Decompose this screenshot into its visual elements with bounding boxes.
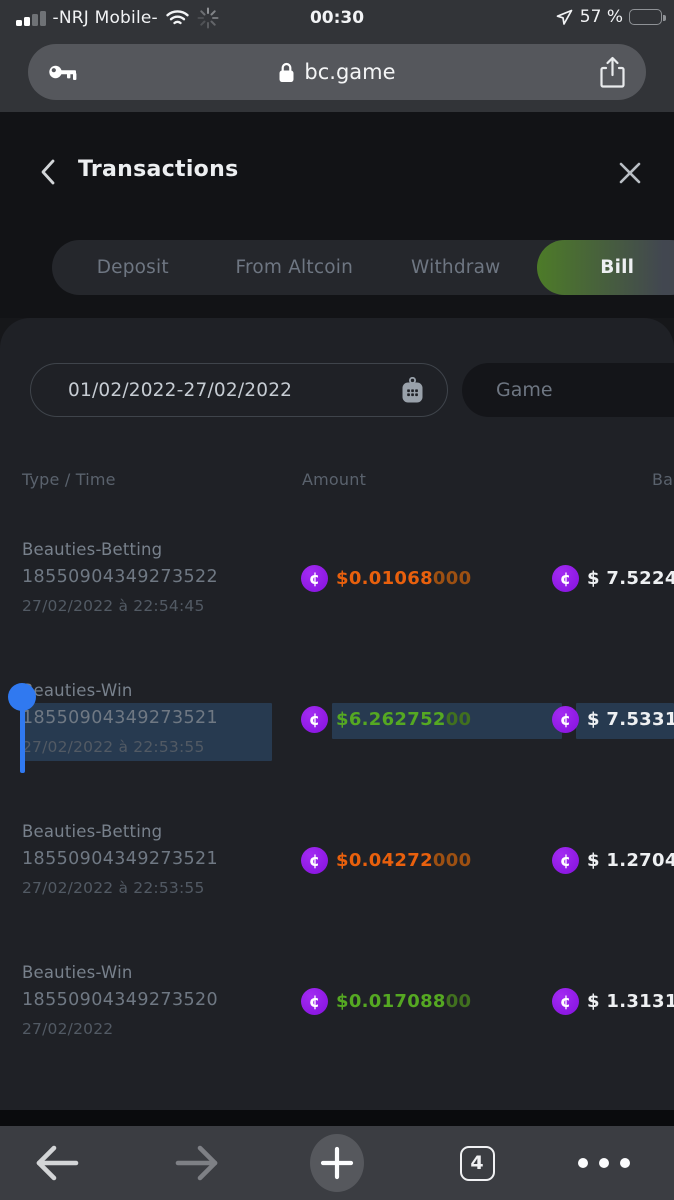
amount-value: $0.04272	[336, 849, 433, 871]
browser-toolbar: 4	[0, 1126, 674, 1200]
row-balance-cell: ¢ $ 7.5224	[552, 563, 674, 593]
row-amount-cell: ¢ $0.01068000	[301, 563, 471, 593]
transaction-tabs: Deposit From Altcoin Withdraw Bill	[52, 240, 674, 295]
tab-withdraw[interactable]: Withdraw	[411, 257, 501, 278]
selection-handle[interactable]	[8, 683, 38, 779]
text-selection-highlight	[332, 703, 562, 739]
row-datetime: 27/02/2022 à 22:53:55	[22, 738, 205, 756]
battery-icon	[629, 9, 666, 25]
ellipsis-icon	[578, 1158, 630, 1168]
row-id: 18550904349273522	[22, 567, 219, 587]
transaction-list: Beauties-Betting 18550904349273522 27/02…	[0, 536, 674, 1100]
wifi-icon	[165, 8, 190, 28]
browser-top-chrome: -NRJ Mobile- 00:30	[0, 0, 674, 112]
back-chevron-icon[interactable]	[30, 152, 66, 192]
text-selection-highlight	[576, 703, 674, 739]
row-amount-cell: ¢ $6.26275200	[301, 704, 471, 734]
row-amount-cell: ¢ $0.04272000	[301, 845, 471, 875]
plus-icon	[310, 1134, 364, 1192]
balance-value: $ 7.5331	[587, 708, 674, 730]
status-bar: -NRJ Mobile- 00:30	[0, 0, 674, 38]
bcd-coin-icon: ¢	[301, 705, 328, 733]
share-icon[interactable]	[592, 53, 632, 91]
row-datetime: 27/02/2022 à 22:54:45	[22, 597, 205, 615]
page-title: Transactions	[78, 157, 239, 182]
row-id: 18550904349273521	[22, 849, 219, 869]
column-header-amount: Amount	[302, 470, 367, 489]
tab-count: 4	[459, 1145, 495, 1181]
column-header-type-time: Type / Time	[22, 470, 116, 489]
bcd-coin-icon: ¢	[301, 987, 328, 1015]
bcd-coin-icon: ¢	[552, 705, 579, 733]
location-arrow-icon	[556, 8, 574, 26]
amount-value: $6.262752	[336, 708, 446, 730]
row-balance-cell: ¢ $ 1.3131	[552, 986, 674, 1016]
balance-value: $ 1.2704	[587, 849, 674, 871]
column-header-balance: Balance	[652, 470, 674, 489]
date-range-value: 01/02/2022-27/02/2022	[68, 379, 293, 401]
bill-panel: 01/02/2022-27/02/2022 Game Type / Time A…	[0, 318, 674, 1200]
bcd-coin-icon: ¢	[552, 846, 579, 874]
more-options-button[interactable]	[564, 1126, 644, 1200]
ssl-lock-icon	[278, 62, 295, 83]
row-type: Beauties-Betting	[22, 822, 163, 841]
battery-percent-label: 57 %	[579, 7, 623, 27]
row-type: Beauties-Betting	[22, 540, 163, 559]
game-filter-label: Game	[496, 379, 553, 401]
bcd-coin-icon: ¢	[552, 564, 579, 592]
table-row: Beauties-Betting 18550904349273521 27/02…	[0, 818, 674, 959]
table-row-selected: Beauties-Win 18550904349273521 27/02/202…	[0, 677, 674, 818]
address-bar[interactable]: bc.game	[28, 44, 646, 100]
carrier-label: -NRJ Mobile-	[52, 8, 158, 28]
amount-value: $0.01068	[336, 567, 433, 589]
browser-back-button[interactable]	[17, 1126, 97, 1200]
cell-signal-icon	[16, 10, 46, 26]
tab-bill[interactable]: Bill	[536, 240, 674, 295]
row-balance-cell: ¢ $ 7.5331	[552, 704, 674, 734]
game-filter-select[interactable]: Game	[462, 363, 674, 417]
close-icon[interactable]	[610, 153, 650, 193]
amount-value: $0.017088	[336, 990, 446, 1012]
row-id: 18550904349273520	[22, 990, 219, 1010]
loading-spinner-icon	[197, 7, 219, 29]
amount-trailing-zeros: 00	[445, 708, 472, 730]
amount-trailing-zeros: 00	[445, 990, 472, 1012]
row-type: Beauties-Win	[22, 963, 133, 982]
tab-deposit[interactable]: Deposit	[96, 257, 169, 278]
table-row: Beauties-Win 18550904349273520 27/02/202…	[0, 959, 674, 1100]
row-amount-cell: ¢ $0.01708800	[301, 986, 471, 1016]
row-datetime: 27/02/2022	[22, 1020, 114, 1038]
clock: 00:30	[309, 8, 365, 28]
password-key-icon[interactable]	[44, 54, 82, 90]
page-bottom-edge	[0, 1110, 674, 1126]
row-type: Beauties-Win	[22, 681, 133, 700]
balance-value: $ 1.3131	[587, 990, 674, 1012]
row-datetime: 27/02/2022 à 22:53:55	[22, 879, 205, 897]
balance-value: $ 7.5224	[587, 567, 674, 589]
date-range-input[interactable]: 01/02/2022-27/02/2022	[30, 363, 448, 417]
bcd-coin-icon: ¢	[301, 564, 328, 592]
row-id: 18550904349273521	[22, 708, 219, 728]
amount-trailing-zeros: 000	[432, 567, 472, 589]
calendar-icon[interactable]	[400, 376, 425, 404]
url-domain: bc.game	[304, 60, 396, 84]
text-selection-highlight	[20, 703, 272, 761]
bcd-coin-icon: ¢	[301, 846, 328, 874]
table-row: Beauties-Betting 18550904349273522 27/02…	[0, 536, 674, 677]
new-tab-button[interactable]	[297, 1126, 377, 1200]
bcd-coin-icon: ¢	[552, 987, 579, 1015]
tab-switcher-button[interactable]: 4	[437, 1126, 517, 1200]
row-balance-cell: ¢ $ 1.2704	[552, 845, 674, 875]
tab-from-altcoin[interactable]: From Altcoin	[235, 257, 354, 278]
browser-forward-button[interactable]	[157, 1126, 237, 1200]
amount-trailing-zeros: 000	[432, 849, 472, 871]
